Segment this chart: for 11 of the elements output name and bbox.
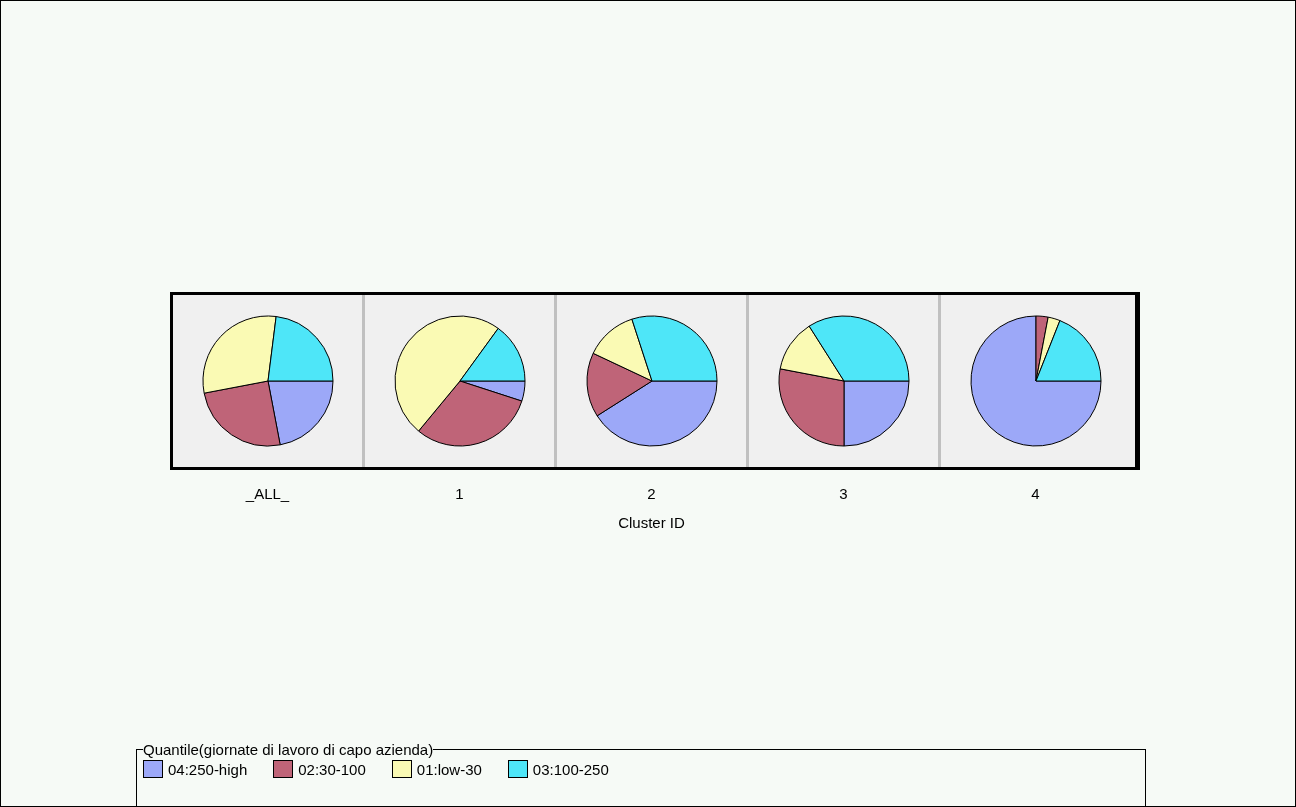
text: 4 bbox=[1030, 485, 1041, 502]
text: 1 bbox=[454, 485, 465, 502]
legend-label: 02:30-100 bbox=[298, 760, 366, 778]
text: Cluster ID bbox=[617, 514, 686, 531]
legend-label: 03:100-250 bbox=[532, 760, 609, 778]
legend-title: Quantile(giornate di lavoro di capo azienda) bbox=[143, 741, 434, 758]
legend-label: 01:low-30 bbox=[416, 760, 482, 778]
text: 3 bbox=[838, 485, 849, 502]
text: 2 bbox=[646, 485, 657, 502]
text: _ALL_ bbox=[244, 485, 291, 502]
legend-label: 04:250-high bbox=[168, 760, 248, 778]
